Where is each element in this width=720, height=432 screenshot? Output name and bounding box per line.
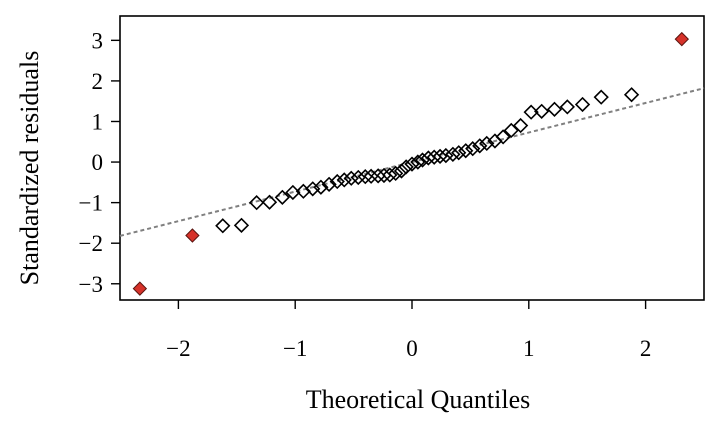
data-point (495, 129, 511, 145)
data-point (321, 176, 337, 193)
x-tick-label: 2 (640, 336, 652, 361)
data-point (426, 149, 442, 165)
data-point (432, 148, 448, 165)
y-axis-ticks: −3 −2 −1 0 1 2 3 (79, 28, 120, 297)
data-point (559, 99, 575, 115)
y-tick-label: −2 (79, 231, 103, 256)
x-axis-label: Theoretical Quantiles (306, 385, 531, 414)
data-points (132, 31, 690, 296)
highlighted-point (185, 228, 200, 243)
data-point (363, 168, 379, 184)
x-tick-label: 0 (406, 336, 418, 361)
data-point (465, 141, 481, 157)
data-point (574, 96, 591, 113)
data-point (445, 146, 461, 162)
data-point (438, 147, 454, 164)
data-point (623, 87, 640, 103)
x-tick-label: 1 (523, 336, 535, 361)
data-point (313, 179, 329, 195)
data-point (546, 101, 563, 117)
highlighted-point (132, 281, 148, 296)
data-point (295, 183, 312, 199)
data-point (472, 138, 488, 154)
data-point (534, 103, 550, 119)
data-point (503, 122, 519, 139)
x-axis-ticks: −2 −1 0 1 2 (166, 300, 651, 361)
data-point (350, 169, 366, 186)
y-tick-label: 3 (92, 28, 104, 53)
data-point (398, 159, 414, 175)
data-point (249, 194, 265, 211)
y-tick-label: −3 (79, 272, 103, 297)
data-point (388, 165, 404, 182)
y-tick-label: 2 (92, 69, 104, 94)
data-point (404, 156, 420, 172)
data-point (343, 170, 359, 186)
data-point (393, 163, 410, 179)
y-tick-label: −1 (79, 191, 103, 216)
data-point (274, 189, 290, 205)
data-point (382, 167, 398, 183)
data-point (420, 150, 436, 166)
data-point (305, 181, 321, 197)
data-point (336, 172, 352, 188)
highlighted-point (674, 31, 690, 47)
data-point (512, 117, 529, 134)
data-point (233, 217, 250, 233)
data-point (451, 145, 467, 161)
data-point (458, 143, 474, 159)
data-point (215, 218, 231, 234)
x-tick-label: −2 (166, 336, 190, 361)
data-point (593, 89, 609, 105)
data-point (414, 152, 431, 168)
y-tick-label: 0 (92, 150, 104, 175)
data-point (329, 173, 345, 190)
x-tick-label: −1 (283, 336, 307, 361)
y-tick-label: 1 (92, 109, 104, 134)
data-point (410, 154, 426, 170)
data-point (479, 135, 495, 152)
y-axis-label: Standardized residuals (15, 51, 44, 286)
data-point (370, 168, 386, 184)
data-point (357, 169, 373, 185)
data-point (261, 194, 278, 210)
